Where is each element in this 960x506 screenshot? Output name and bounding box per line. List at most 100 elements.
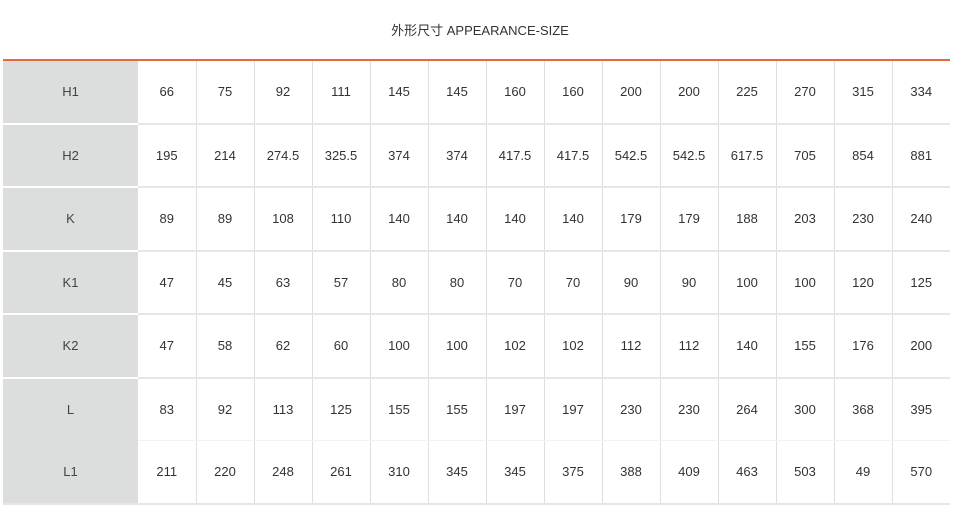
table-cell: 542.5 [660,123,719,188]
table-cell: 230 [602,377,661,441]
table-cell: 325.5 [312,123,371,188]
table-cell: 45 [196,250,255,315]
table-cell: 108 [254,187,313,252]
table-cell: 881 [892,123,950,188]
table-cell: 315 [834,61,893,125]
table-cell: 197 [544,377,603,441]
table-cell: 617.5 [718,123,777,188]
table-cell: 125 [892,250,950,315]
table-cell: 100 [428,314,487,379]
table-cell: 503 [776,440,835,505]
table-cell: 374 [370,123,429,188]
table-cell: 58 [196,314,255,379]
table-cell: 240 [892,187,950,252]
table-row: H1 66 75 92 111 145 145 160 160 200 200 225 270 315 33… [3,61,950,125]
table-cell: 112 [602,314,661,379]
table-cell: 140 [486,187,545,252]
table-cell: 570 [892,440,950,505]
page-title: 外形尺寸 APPEARANCE-SIZE [391,23,569,38]
table-cell: 110 [312,187,371,252]
table-cell: 49 [834,440,893,505]
table-cell: 155 [370,377,429,441]
table-cell: 145 [370,61,429,125]
table-cell: 155 [776,314,835,379]
table-cell: 92 [196,377,255,441]
table-cell: 200 [602,61,661,125]
table-cell: 214 [196,123,255,188]
table-cell: 388 [602,440,661,505]
table-cell: 120 [834,250,893,315]
table-cell: 345 [428,440,487,505]
table-cell: 248 [254,440,313,505]
table-cell: 374 [428,123,487,188]
table-cell: 160 [544,61,603,125]
table-cell: 125 [312,377,371,441]
table-cell: 140 [544,187,603,252]
table-cell: 89 [196,187,255,252]
table-cell: 261 [312,440,371,505]
table-cell: 345 [486,440,545,505]
table-cell: 140 [718,314,777,379]
table-cell: 112 [660,314,719,379]
table-cell: 417.5 [544,123,603,188]
table-cell: 270 [776,61,835,125]
table-cell: 113 [254,377,313,441]
table-cell: 90 [602,250,661,315]
table-cell: 264 [718,377,777,441]
table-cell: 395 [892,377,950,441]
table-cell: 368 [834,377,893,441]
table-cell: 334 [892,61,950,125]
appearance-size-table: H1 66 75 92 111 145 145 160 160 200 200 225 270 315 33… [3,61,950,505]
row-label: H2 [3,123,138,188]
table-cell: 300 [776,377,835,441]
table-cell: 80 [428,250,487,315]
table-cell: 57 [312,250,371,315]
table-cell: 63 [254,250,313,315]
table-cell: 100 [776,250,835,315]
table-cell: 230 [660,377,719,441]
table-cell: 197 [486,377,545,441]
table-cell: 417.5 [486,123,545,188]
table-cell: 140 [370,187,429,252]
table-cell: 60 [312,314,371,379]
table-cell: 200 [892,314,950,379]
table-row: L1 211 220 248 261 310 345 345 375 388 409 463 503 49… [3,440,950,505]
table-cell: 100 [718,250,777,315]
table-cell: 70 [544,250,603,315]
table-cell: 225 [718,61,777,125]
table-cell: 705 [776,123,835,188]
title-divider [3,59,950,61]
table-cell: 102 [544,314,603,379]
table-cell: 102 [486,314,545,379]
table-cell: 80 [370,250,429,315]
table-cell: 155 [428,377,487,441]
table-cell: 409 [660,440,719,505]
table-cell: 375 [544,440,603,505]
row-label: K1 [3,250,138,315]
table-cell: 274.5 [254,123,313,188]
table-row: H2 195 214 274.5 325.5 374 374 417.5 417.5 542.5 5… [3,123,950,188]
table-cell: 83 [138,377,197,441]
table-cell: 47 [138,314,197,379]
table-cell: 542.5 [602,123,661,188]
table-cell: 145 [428,61,487,125]
row-label: K2 [3,314,138,379]
table-cell: 66 [138,61,197,125]
table-cell: 179 [660,187,719,252]
table-cell: 140 [428,187,487,252]
table-cell: 160 [486,61,545,125]
table-cell: 89 [138,187,197,252]
table-cell: 211 [138,440,197,505]
table-cell: 111 [312,61,371,125]
table-cell: 176 [834,314,893,379]
table-cell: 310 [370,440,429,505]
table-row: L 83 92 113 125 155 155 197 197 230 230 264 300 368 39… [3,377,950,441]
table-cell: 90 [660,250,719,315]
row-label: H1 [3,61,138,125]
table-cell: 62 [254,314,313,379]
table-cell: 195 [138,123,197,188]
table-cell: 75 [196,61,255,125]
row-label: L [3,377,138,441]
table-cell: 200 [660,61,719,125]
table-cell: 179 [602,187,661,252]
